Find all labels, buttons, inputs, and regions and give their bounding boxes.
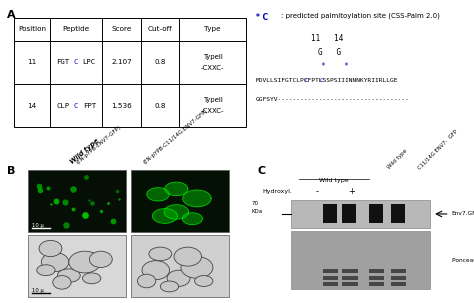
Text: C: C [305,78,309,83]
Ellipse shape [195,276,213,286]
Polygon shape [147,188,169,201]
Text: -: - [315,187,318,196]
Text: C: C [74,103,78,109]
Text: Env7.GFP: Env7.GFP [452,211,474,216]
Bar [130,170,229,232]
Text: : predicted palmitoylation site (CSS-Palm 2.0): : predicted palmitoylation site (CSS-Pal… [281,13,440,19]
Text: Hydroxyl.: Hydroxyl. [262,189,292,194]
Bar [27,235,126,297]
Text: TypeII: TypeII [203,97,223,103]
Text: MDVLLSIFGTCLPCFPTLSSPSIIINNNKYRIIRLLGE: MDVLLSIFGTCLPCFPTLSSPSIIINNNKYRIIRLLGE [255,78,398,83]
Bar [323,205,337,223]
Ellipse shape [174,247,201,266]
Ellipse shape [160,281,179,292]
Bar [291,231,430,289]
Text: 11   14: 11 14 [311,34,344,43]
Bar [391,269,406,273]
Polygon shape [182,213,202,225]
Text: (EN-pYPB-C11/14G.ENV7-GFP): (EN-pYPB-C11/14G.ENV7-GFP) [142,108,209,165]
Bar [369,205,383,223]
Text: FPT: FPT [82,103,96,109]
Text: GGFSYV-----------------------------------: GGFSYV----------------------------------… [255,97,410,102]
Text: Wild type: Wild type [69,137,100,165]
Ellipse shape [37,265,55,276]
Text: LPC: LPC [82,59,96,65]
Text: 2.107: 2.107 [111,59,132,65]
Bar [369,282,384,286]
Text: C: C [74,59,78,65]
Text: TypeII: TypeII [203,54,223,60]
Bar [391,276,406,280]
Bar [323,269,338,273]
Text: 10 μ: 10 μ [32,288,44,293]
Text: Type: Type [204,26,221,32]
Text: C: C [320,78,324,83]
Bar [391,282,406,286]
Ellipse shape [57,269,80,282]
Text: 70: 70 [251,201,258,206]
Text: B: B [7,166,15,176]
Bar [342,269,357,273]
Ellipse shape [69,251,101,273]
Text: -CXXC-: -CXXC- [201,65,224,71]
Bar [342,276,357,280]
Polygon shape [164,205,189,219]
Bar [342,205,356,223]
Bar [391,205,405,223]
Text: Score: Score [111,26,132,32]
Text: KDa: KDa [251,208,263,214]
Text: 0.8: 0.8 [154,103,165,109]
Polygon shape [165,182,188,196]
Text: A: A [7,10,16,20]
Ellipse shape [142,261,170,280]
Ellipse shape [82,273,101,284]
Text: +: + [348,187,355,196]
Text: 0.8: 0.8 [154,59,165,65]
Text: CLP: CLP [56,103,70,109]
Ellipse shape [181,257,213,278]
Text: Wild type: Wild type [319,178,349,183]
Ellipse shape [90,251,112,268]
Text: -CXXC-: -CXXC- [201,108,224,114]
Text: 11: 11 [27,59,36,65]
Text: G   G: G G [319,48,341,58]
Ellipse shape [41,253,69,271]
Text: 1.536: 1.536 [111,103,132,109]
Text: Peptide: Peptide [63,26,90,32]
Text: FGT: FGT [56,59,70,65]
Ellipse shape [137,274,156,288]
Bar [27,170,126,232]
Ellipse shape [39,240,62,257]
Text: C11/14G ENV7-  GFP: C11/14G ENV7- GFP [417,128,459,170]
Bar [323,282,338,286]
Bar [291,200,430,228]
Bar [342,282,357,286]
Text: 10 μ: 10 μ [32,223,44,228]
Ellipse shape [53,276,71,289]
Text: 14: 14 [27,103,36,109]
Bar [323,276,338,280]
Ellipse shape [167,270,190,286]
Text: * C: * C [255,13,268,22]
Ellipse shape [149,247,172,261]
Text: Ponceau stain: Ponceau stain [452,258,474,262]
Text: Wild type: Wild type [386,148,408,170]
Bar [130,235,229,297]
Text: Cut-off: Cut-off [147,26,172,32]
Polygon shape [182,190,211,207]
Bar [14,18,246,127]
Bar [369,276,384,280]
Text: C: C [258,166,266,176]
Text: Position: Position [18,26,46,32]
Text: *    *: * * [320,62,348,71]
Polygon shape [153,208,177,223]
Bar [369,269,384,273]
Text: (EN-pYPB-ENV7-GFP): (EN-pYPB-ENV7-GFP) [76,124,123,165]
